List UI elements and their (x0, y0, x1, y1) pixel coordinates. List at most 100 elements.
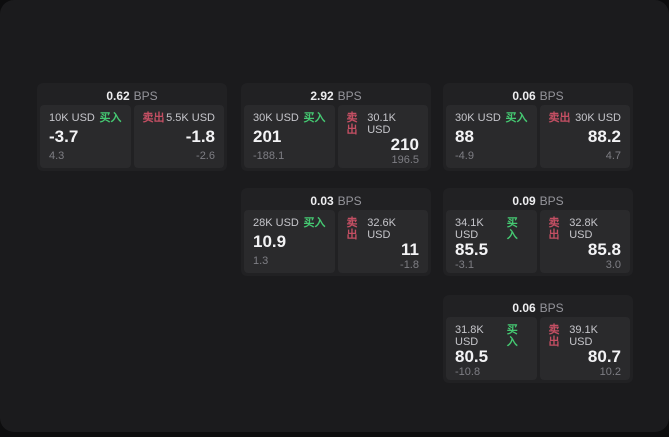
buy-tile-header: 10K USD 买入 (49, 112, 122, 124)
bps-value: 0.03 (310, 193, 334, 208)
sell-tile[interactable]: 卖出 5.5K USD -1.8 -2.6 (133, 105, 224, 168)
bps-unit-label: BPS (539, 193, 564, 208)
buy-label: 买入 (303, 217, 326, 229)
quote-card: 0.06 BPS 30K USD 买入 88 -4.9 卖出 30K USD (443, 83, 633, 171)
sell-delta: 196.5 (391, 154, 419, 166)
sell-delta: 4.7 (605, 150, 621, 162)
quote-card: 0.09 BPS 34.1K USD 买入 85.5 -3.1 卖出 32.8K… (443, 188, 633, 276)
sell-price: 11 (401, 240, 419, 259)
quote-card: 2.92 BPS 30K USD 买入 201 -188.1 卖出 30.1K … (241, 83, 431, 171)
buy-price: 80.5 (455, 347, 489, 366)
buy-amount: 31.8K USD (455, 324, 484, 348)
sell-delta: 10.2 (599, 366, 621, 378)
sell-tile-header: 卖出 30K USD (549, 112, 622, 124)
sell-label: 卖出 (346, 217, 358, 241)
sell-tile-header: 卖出 32.6K USD (347, 217, 420, 241)
sell-tile[interactable]: 卖出 39.1K USD 80.7 10.2 (539, 317, 630, 380)
card-body: 10K USD 买入 -3.7 4.3 卖出 5.5K USD -1.8 -2.… (40, 105, 224, 168)
card-header: 0.62 BPS (40, 86, 224, 105)
sell-price: 88.2 (587, 127, 621, 146)
card-body: 34.1K USD 买入 85.5 -3.1 卖出 32.8K USD 85.8… (446, 210, 630, 273)
buy-label: 买入 (99, 112, 122, 124)
buy-tile[interactable]: 31.8K USD 买入 80.5 -10.8 (446, 317, 537, 380)
buy-label: 买入 (303, 112, 326, 124)
sell-label: 卖出 (548, 217, 560, 241)
bps-value: 2.92 (310, 88, 334, 103)
buy-price: 201 (253, 127, 282, 146)
sell-label: 卖出 (346, 112, 358, 136)
sell-price: -1.8 (185, 127, 215, 146)
sell-amount: 32.6K USD (367, 217, 396, 241)
sell-tile-header: 卖出 30.1K USD (347, 112, 420, 136)
card-header: 0.06 BPS (446, 298, 630, 317)
buy-amount: 30K USD (253, 112, 299, 124)
sell-amount: 5.5K USD (166, 112, 215, 124)
buy-tile[interactable]: 34.1K USD 买入 85.5 -3.1 (446, 210, 537, 273)
bps-unit-label: BPS (539, 300, 564, 315)
card-body: 28K USD 买入 10.9 1.3 卖出 32.6K USD 11 -1.8 (244, 210, 428, 273)
quote-card: 0.06 BPS 31.8K USD 买入 80.5 -10.8 卖出 39.1… (443, 295, 633, 383)
bps-unit-label: BPS (337, 193, 362, 208)
buy-tile[interactable]: 10K USD 买入 -3.7 4.3 (40, 105, 131, 168)
bps-value: 0.62 (106, 88, 130, 103)
buy-tile-header: 34.1K USD 买入 (455, 217, 528, 241)
buy-label: 买入 (506, 324, 518, 348)
card-header: 0.09 BPS (446, 191, 630, 210)
sell-amount: 30K USD (575, 112, 621, 124)
bps-unit-label: BPS (133, 88, 158, 103)
buy-price: -3.7 (49, 127, 79, 146)
sell-price: 210 (390, 135, 419, 154)
buy-price: 85.5 (455, 240, 489, 259)
buy-tile[interactable]: 30K USD 买入 201 -188.1 (244, 105, 335, 168)
buy-amount: 30K USD (455, 112, 501, 124)
buy-delta: -3.1 (455, 259, 474, 271)
card-header: 0.03 BPS (244, 191, 428, 210)
buy-price: 88 (455, 127, 474, 146)
bps-unit-label: BPS (539, 88, 564, 103)
bps-value: 0.09 (512, 193, 536, 208)
sell-amount: 32.8K USD (569, 217, 598, 241)
sell-tile[interactable]: 卖出 30.1K USD 210 196.5 (337, 105, 428, 168)
buy-tile-header: 30K USD 买入 (455, 112, 528, 124)
buy-tile-header: 28K USD 买入 (253, 217, 326, 229)
sell-tile[interactable]: 卖出 32.6K USD 11 -1.8 (337, 210, 428, 273)
card-body: 30K USD 买入 201 -188.1 卖出 30.1K USD 210 1… (244, 105, 428, 168)
sell-delta: -1.8 (400, 259, 419, 271)
sell-tile[interactable]: 卖出 30K USD 88.2 4.7 (539, 105, 630, 168)
sell-price: 80.7 (587, 347, 621, 366)
buy-price: 10.9 (253, 232, 287, 251)
card-body: 30K USD 买入 88 -4.9 卖出 30K USD 88.2 4.7 (446, 105, 630, 168)
sell-tile[interactable]: 卖出 32.8K USD 85.8 3.0 (539, 210, 630, 273)
buy-delta: 4.3 (49, 150, 65, 162)
buy-amount: 10K USD (49, 112, 95, 124)
sell-tile-header: 卖出 32.8K USD (549, 217, 622, 241)
buy-delta: -188.1 (253, 150, 285, 162)
sell-tile-header: 卖出 5.5K USD (143, 112, 216, 124)
buy-tile[interactable]: 28K USD 买入 10.9 1.3 (244, 210, 335, 273)
sell-label: 卖出 (548, 324, 560, 348)
sell-amount: 30.1K USD (367, 112, 396, 136)
bps-value: 0.06 (512, 300, 536, 315)
sell-delta: 3.0 (605, 259, 621, 271)
buy-amount: 34.1K USD (455, 217, 484, 241)
card-body: 31.8K USD 买入 80.5 -10.8 卖出 39.1K USD 80.… (446, 317, 630, 380)
buy-tile[interactable]: 30K USD 买入 88 -4.9 (446, 105, 537, 168)
sell-amount: 39.1K USD (569, 324, 598, 348)
bps-value: 0.06 (512, 88, 536, 103)
quote-card: 0.03 BPS 28K USD 买入 10.9 1.3 卖出 32.6K US… (241, 188, 431, 276)
sell-tile-header: 卖出 39.1K USD (549, 324, 622, 348)
buy-delta: -4.9 (455, 150, 474, 162)
sell-label: 卖出 (548, 112, 571, 124)
quote-card: 0.62 BPS 10K USD 买入 -3.7 4.3 卖出 5.5K USD (37, 83, 227, 171)
buy-tile-header: 30K USD 买入 (253, 112, 326, 124)
buy-label: 买入 (505, 112, 528, 124)
buy-amount: 28K USD (253, 217, 299, 229)
sell-price: 85.8 (587, 240, 621, 259)
buy-delta: -10.8 (455, 366, 481, 378)
sell-delta: -2.6 (196, 150, 215, 162)
card-header: 2.92 BPS (244, 86, 428, 105)
buy-tile-header: 31.8K USD 买入 (455, 324, 528, 348)
buy-label: 买入 (506, 217, 518, 241)
